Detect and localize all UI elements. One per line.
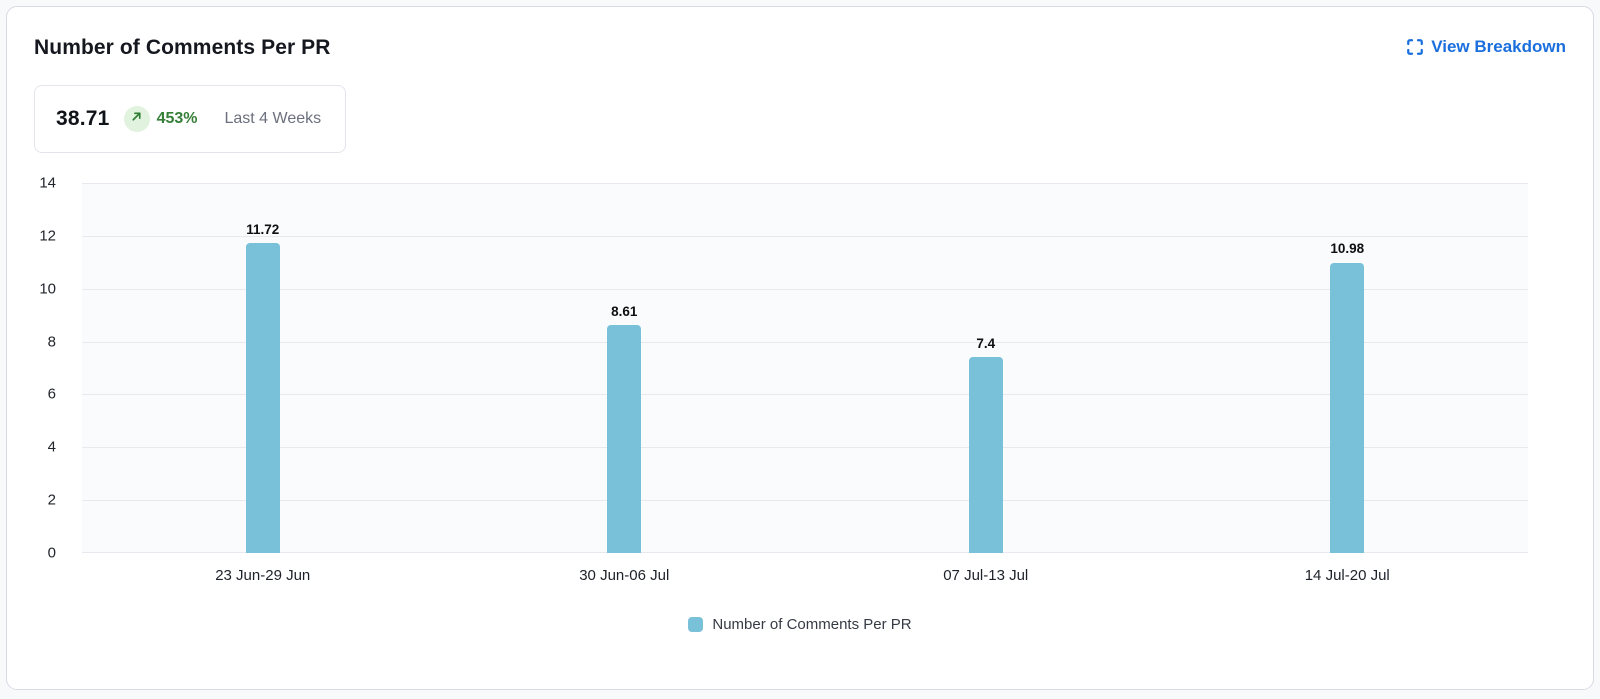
view-breakdown-link[interactable]: View Breakdown — [1406, 37, 1566, 57]
gridline — [82, 341, 1528, 343]
gridline — [82, 183, 1528, 184]
gridline — [82, 288, 1528, 290]
plot-area: 11.72 8.61 7.4 10.98 — [82, 183, 1528, 553]
gridline — [82, 500, 1528, 502]
x-axis-labels: 23 Jun-29 Jun 30 Jun-06 Jul 07 Jul-13 Jul 1… — [82, 567, 1528, 584]
summary-stat-card: 38.71 453% Last 4 Weeks — [34, 85, 347, 153]
x-axis-label: 07 Jul-13 Jul — [943, 567, 1029, 584]
y-axis: 14 12 10 8 6 4 2 0 — [34, 176, 82, 561]
bar-slot: 10.98 — [1167, 183, 1529, 553]
bar-value-label: 11.72 — [246, 221, 280, 237]
view-breakdown-label: View Breakdown — [1431, 37, 1566, 56]
bar-slot: 8.61 — [444, 183, 806, 553]
bar[interactable] — [607, 325, 642, 553]
expand-icon — [1406, 38, 1424, 56]
trend-up-badge — [123, 106, 150, 132]
legend-marker — [688, 617, 704, 632]
y-axis-tick-label: 4 — [47, 438, 56, 456]
bar-value-label: 7.4 — [976, 335, 996, 351]
stat-period: Last 4 Weeks — [224, 110, 322, 127]
bar[interactable] — [968, 357, 1003, 553]
bar-value-label: 8.61 — [611, 303, 638, 319]
stat-value: 38.71 — [56, 107, 110, 130]
chart-card: Number of Comments Per PR View Breakdown… — [6, 6, 1594, 690]
y-axis-tick-label: 14 — [39, 174, 56, 192]
bar-value-label: 10.98 — [1330, 241, 1365, 257]
gridline — [82, 552, 1528, 553]
gridline — [82, 235, 1528, 237]
x-axis-label: 23 Jun-29 Jun — [215, 567, 311, 584]
stat-change: 453% — [156, 110, 198, 127]
legend-label: Number of Comments Per PR — [712, 616, 912, 633]
bar-slot: 7.4 — [805, 183, 1167, 553]
chart-legend: Number of Comments Per PR — [7, 616, 1593, 633]
page-title: Number of Comments Per PR — [34, 36, 331, 59]
x-axis-label: 30 Jun-06 Jul — [579, 567, 670, 584]
arrow-up-right-icon — [130, 110, 143, 128]
y-axis-tick-label: 10 — [39, 280, 56, 298]
y-axis-tick-label: 12 — [39, 227, 56, 245]
bar-chart: 14 12 10 8 6 4 2 0 11.72 8.61 7.4 10.98 23 Jun-29 … — [7, 176, 1593, 633]
y-axis-tick-label: 6 — [47, 385, 56, 403]
card-header: Number of Comments Per PR View Breakdown — [7, 7, 1593, 60]
y-axis-tick-label: 0 — [47, 544, 56, 562]
y-axis-tick-label: 8 — [47, 333, 56, 351]
bar-slot: 11.72 — [82, 183, 444, 553]
bar[interactable] — [245, 243, 280, 553]
gridline — [82, 394, 1528, 396]
x-axis-label: 14 Jul-20 Jul — [1304, 567, 1390, 584]
y-axis-tick-label: 2 — [47, 491, 56, 509]
gridline — [82, 447, 1528, 449]
bar[interactable] — [1330, 262, 1365, 553]
